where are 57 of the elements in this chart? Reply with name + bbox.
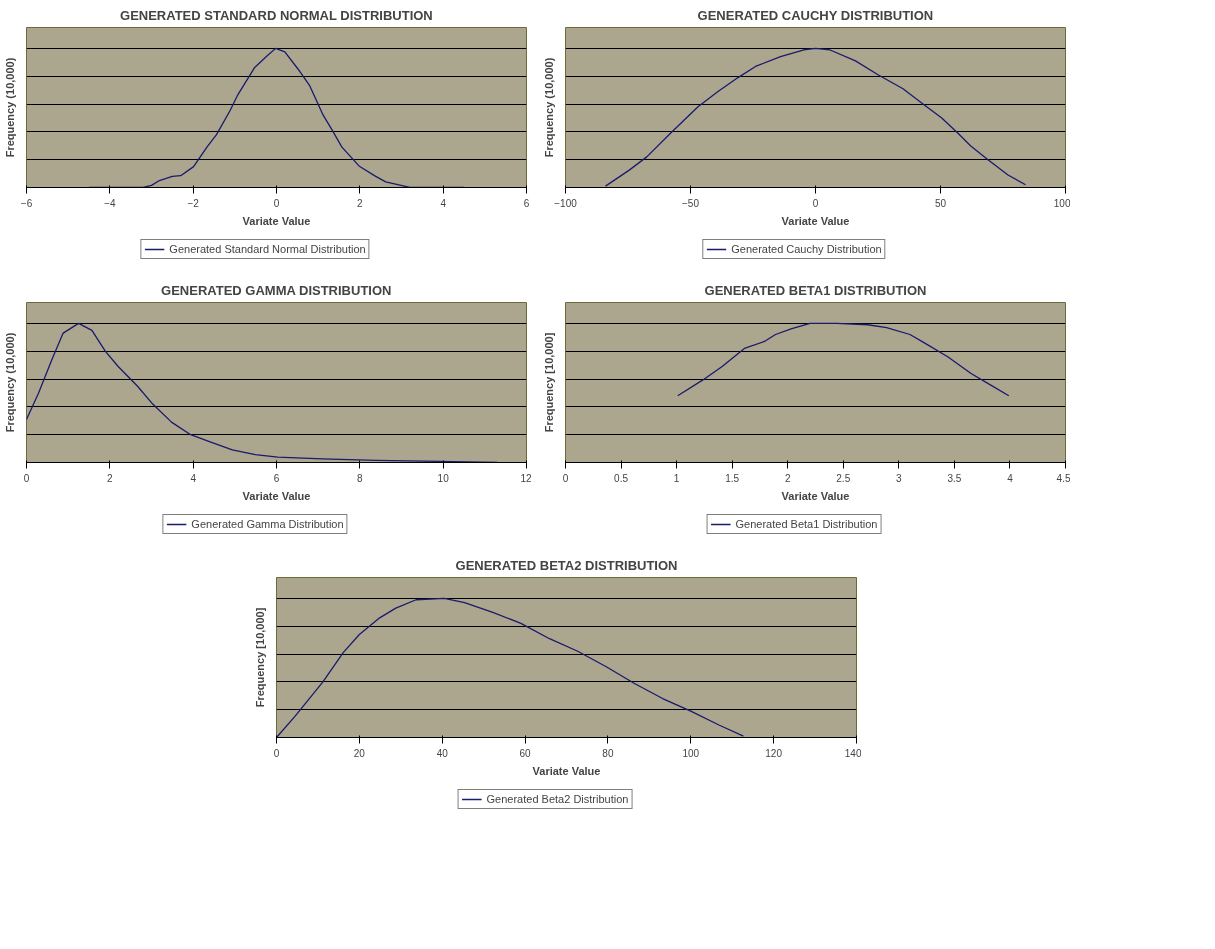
x-tick-label: 12	[520, 472, 532, 484]
x-tick-label: 60	[519, 747, 532, 759]
x-tick-label: 0	[812, 197, 819, 209]
chart-title: GENERATED BETA1 DISTRIBUTION	[704, 282, 927, 298]
x-tick-label: 3.5	[947, 472, 962, 484]
x-tick-label: 0	[273, 747, 280, 759]
x-tick-label: 100	[682, 747, 700, 759]
legend-label: Generated Beta2 Distribution	[486, 793, 629, 805]
x-tick-label: 140	[844, 747, 862, 759]
chart-title: GENERATED BETA2 DISTRIBUTION	[455, 557, 678, 573]
legend-label: Generated Cauchy Distribution	[731, 243, 882, 255]
legend-label: Generated Beta1 Distribution	[735, 518, 878, 530]
x-tick-label: −50	[682, 197, 700, 209]
x-tick-label: 50	[934, 197, 947, 209]
x-tick-label: 1.5	[725, 472, 740, 484]
x-tick-label: 2.5	[836, 472, 851, 484]
x-axis-title: Variate Value	[781, 489, 850, 502]
x-tick-label: 40	[436, 747, 449, 759]
x-tick-label: 4	[190, 472, 197, 484]
x-tick-label: 3	[896, 472, 903, 484]
x-tick-label: 1	[673, 472, 680, 484]
y-axis-title: Frequency [10,000]	[542, 332, 555, 433]
chart-title: GENERATED STANDARD NORMAL DISTRIBUTION	[120, 7, 433, 23]
x-tick-label: −4	[104, 197, 116, 209]
chart-title: GENERATED GAMMA DISTRIBUTION	[161, 282, 392, 298]
y-axis-title: Frequency (10,000)	[3, 57, 16, 158]
x-tick-label: 2	[357, 197, 364, 209]
x-tick-label: 6	[523, 197, 530, 209]
x-tick-label: 0	[273, 197, 280, 209]
x-tick-label: −100	[554, 197, 578, 209]
x-tick-label: 4	[440, 197, 447, 209]
chart-title: GENERATED CAUCHY DISTRIBUTION	[697, 7, 934, 23]
x-tick-label: 2	[784, 472, 791, 484]
x-tick-label: 10	[437, 472, 450, 484]
x-tick-label: 0	[23, 472, 30, 484]
legend-label: Generated Standard Normal Distribution	[169, 243, 366, 255]
x-tick-label: −2	[187, 197, 200, 209]
x-tick-label: 6	[273, 472, 280, 484]
y-axis-title: Frequency (10,000)	[3, 332, 16, 433]
x-tick-label: −6	[20, 197, 33, 209]
legend-label: Generated Gamma Distribution	[191, 518, 344, 530]
x-axis-title: Variate Value	[781, 214, 850, 227]
x-tick-label: 80	[602, 747, 614, 759]
y-axis-title: Frequency (10,000)	[542, 57, 555, 158]
x-tick-label: 8	[357, 472, 364, 484]
x-axis-title: Variate Value	[242, 214, 311, 227]
x-tick-label: 4	[1007, 472, 1014, 484]
x-tick-label: 20	[353, 747, 366, 759]
y-axis-title: Frequency [10,000]	[253, 607, 266, 708]
x-tick-label: 100	[1053, 197, 1071, 209]
x-tick-label: 120	[765, 747, 783, 759]
x-tick-label: 0.5	[614, 472, 629, 484]
x-tick-label: 4.5	[1056, 472, 1071, 484]
x-tick-label: 0	[562, 472, 569, 484]
x-tick-label: 2	[107, 472, 114, 484]
x-axis-title: Variate Value	[242, 489, 311, 502]
x-axis-title: Variate Value	[532, 764, 601, 777]
